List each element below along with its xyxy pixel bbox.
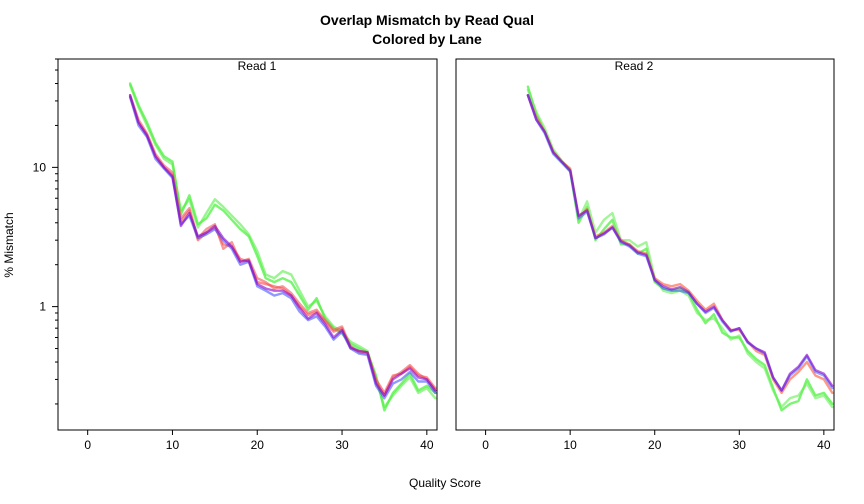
series-line-6 <box>128 93 437 397</box>
strip-label-read-1: Read 1 <box>238 59 277 73</box>
series-line-1 <box>526 85 834 412</box>
x-tick-label: 40 <box>817 438 831 452</box>
x-tick-label: 0 <box>84 438 91 452</box>
x-tick-label: 0 <box>482 438 489 452</box>
x-tick-label: 10 <box>563 438 577 452</box>
series-line-2 <box>128 83 437 409</box>
series-line-4 <box>526 93 834 392</box>
x-tick-label: 20 <box>251 438 265 452</box>
x-tick-label: 10 <box>166 438 180 452</box>
series-line-3 <box>128 95 437 395</box>
series-line-3 <box>526 93 834 395</box>
series-line-4 <box>128 93 437 397</box>
panel-read-2-frame <box>455 58 835 431</box>
series-line-5 <box>128 95 437 400</box>
x-axis-label: Quality Score <box>409 476 481 490</box>
series-line-2 <box>526 88 834 409</box>
x-tick-label: 30 <box>733 438 747 452</box>
panel-read-2-x-axis: 0 10 20 30 40 <box>482 430 831 452</box>
strip-label-read-2: Read 2 <box>615 59 654 73</box>
series-line-5 <box>526 93 834 392</box>
chart-title-line1: Overlap Mismatch by Read Qual <box>320 12 534 28</box>
x-tick-label: 20 <box>648 438 662 452</box>
panel-read-1-x-axis: 0 10 20 30 40 <box>84 430 434 452</box>
y-axis-label: % Mismatch <box>2 212 16 277</box>
panel-read-2-series <box>526 85 834 412</box>
panel-read-2: Read 2 0 10 20 30 40 <box>455 58 835 452</box>
panel-read-1: Read 1 0 10 20 30 40 1 10 <box>33 58 438 452</box>
y-tick-label: 10 <box>33 160 47 174</box>
panel-read-1-y-axis: 1 10 <box>33 58 58 405</box>
series-line-1 <box>128 82 437 412</box>
x-tick-label: 40 <box>420 438 434 452</box>
panel-read-1-frame <box>57 58 438 431</box>
chart-title-line2: Colored by Lane <box>372 31 482 47</box>
x-tick-label: 30 <box>335 438 349 452</box>
panel-read-1-series <box>128 82 437 412</box>
y-tick-label: 1 <box>39 300 46 314</box>
